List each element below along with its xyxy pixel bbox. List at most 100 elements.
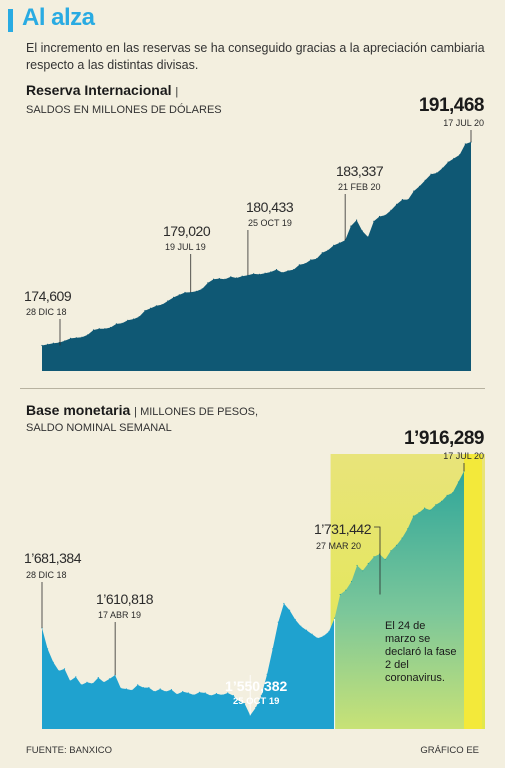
base-date-label: 17 ABR 19 — [98, 610, 141, 620]
base-point — [198, 691, 201, 693]
chart1-subtitle: SALDOS EN MILLONES DE DÓLARES — [26, 104, 222, 116]
reserva-point — [70, 337, 72, 339]
base-value-label: 1’916,289 — [404, 428, 484, 449]
reserva-point — [298, 264, 300, 266]
reserva-point — [218, 278, 220, 280]
base-point — [47, 648, 49, 650]
reserva-point — [316, 258, 318, 260]
reserva-point — [459, 154, 461, 156]
base-point — [429, 509, 431, 511]
section-divider — [20, 388, 485, 389]
base-point — [401, 537, 403, 539]
base-point — [86, 681, 88, 683]
reserva-point — [310, 259, 312, 261]
reserva-point — [407, 199, 409, 201]
base-point — [435, 504, 437, 506]
base-point — [418, 512, 420, 514]
base-point — [182, 691, 184, 693]
reserva-point — [401, 199, 403, 201]
credit-text: GRÁFICO EE — [420, 745, 479, 756]
reserva-point — [132, 318, 135, 320]
base-point — [120, 687, 122, 689]
reserva-point — [287, 270, 289, 272]
reserva-point — [144, 310, 146, 312]
base-point — [244, 703, 246, 705]
base-point — [277, 621, 279, 623]
reserva-point — [321, 252, 323, 254]
reserva-point — [150, 307, 152, 309]
reserva-point — [230, 276, 232, 278]
reserva-point — [98, 328, 100, 330]
base-point — [311, 633, 313, 635]
base-point — [328, 630, 330, 633]
reserva-point — [304, 263, 306, 265]
base-point — [210, 695, 212, 697]
reserva-date-label: 17 JUL 20 — [443, 118, 484, 128]
reserva-point — [436, 172, 438, 174]
base-point — [373, 556, 375, 558]
covid-note: El 24 de marzo se declaró la fase 2 del … — [385, 620, 457, 684]
base-point — [446, 494, 448, 496]
reserva-date-label: 21 FEB 20 — [338, 182, 381, 192]
chart1-title-separator: | — [175, 86, 179, 98]
reserva-point — [378, 215, 381, 218]
base-point — [108, 678, 111, 680]
reserva-point — [281, 272, 283, 274]
chart2-subtitle: SALDO NOMINAL SEMANAL — [26, 422, 172, 434]
base-point — [457, 481, 459, 483]
reserva-point — [138, 316, 140, 318]
base-area — [42, 603, 335, 729]
base-point — [272, 648, 274, 650]
base-point — [142, 687, 144, 689]
chart1-title-line: Reserva Internacional | — [26, 82, 178, 98]
base-point — [232, 695, 234, 697]
reserva-area — [42, 142, 471, 371]
chart2-title-sub: | MILLONES DE PESOS, — [134, 406, 259, 418]
base-point — [165, 691, 167, 693]
base-point — [283, 602, 285, 605]
base-point — [125, 688, 127, 690]
chart2-title-line: Base monetaria | MILLONES DE PESOS, — [26, 402, 258, 418]
reserva-point — [350, 225, 352, 227]
reserva-point — [75, 337, 77, 339]
base-point — [204, 692, 206, 694]
reserva-point — [213, 278, 215, 280]
base-point — [52, 661, 54, 663]
reserva-value-label: 183,337 — [336, 163, 384, 179]
reserva-point — [104, 328, 106, 330]
reserva-point — [447, 161, 449, 163]
title-accent-bar — [8, 9, 13, 32]
reserva-value-label: 180,433 — [246, 199, 294, 215]
base-point — [215, 693, 217, 695]
base-point — [193, 694, 195, 696]
reserva-point — [47, 343, 49, 345]
reserva-point — [327, 249, 329, 251]
base-point — [289, 609, 291, 611]
base-point — [300, 625, 302, 627]
base-point — [260, 695, 262, 697]
reserva-point — [270, 271, 272, 273]
reserva-point — [173, 296, 175, 298]
reserva-point — [161, 304, 163, 306]
reserva-point — [178, 294, 180, 296]
base-point — [395, 544, 398, 547]
base-point — [294, 618, 296, 621]
reserva-point — [127, 319, 129, 321]
reserva-point — [110, 326, 112, 329]
base-leader-line — [374, 526, 381, 595]
chart2-title: Base monetaria — [26, 402, 131, 418]
base-point — [221, 694, 223, 696]
reserva-point — [52, 342, 55, 344]
base-point — [103, 681, 105, 683]
base-value-label: 1’610,818 — [96, 591, 154, 607]
reserva-point — [464, 143, 466, 145]
reserva-point — [333, 244, 335, 246]
base-point — [407, 528, 409, 530]
reserva-point — [155, 305, 157, 307]
base-point — [440, 500, 443, 502]
reserva-point — [92, 329, 95, 331]
reserva-date-label: 28 DIC 18 — [26, 307, 67, 317]
base-point — [356, 564, 358, 567]
base-point — [334, 617, 336, 619]
